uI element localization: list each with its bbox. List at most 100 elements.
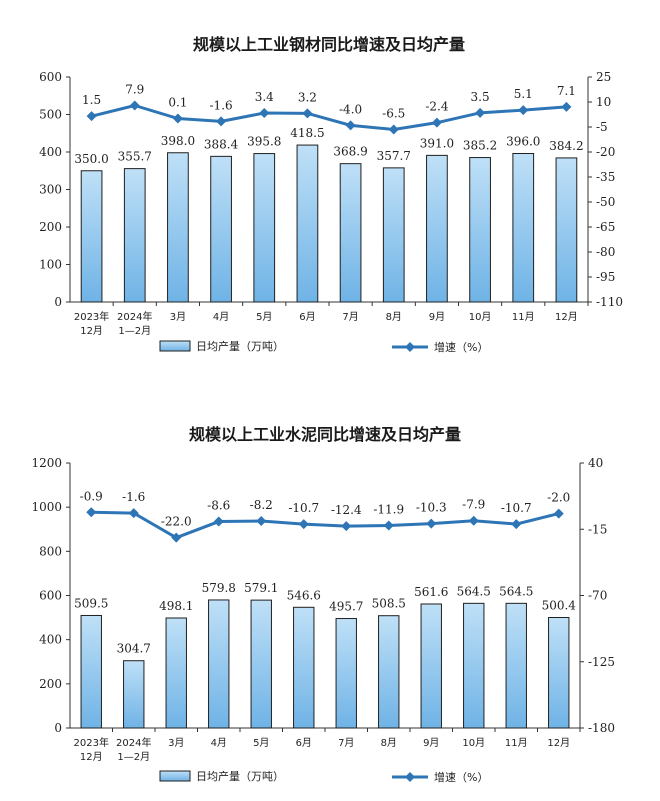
line-point xyxy=(388,124,399,135)
x-category-label: 2023年 xyxy=(74,310,109,323)
line-point xyxy=(475,107,486,118)
bar xyxy=(167,152,189,303)
x-category-label: 12月 xyxy=(547,737,570,749)
left-tick-label: 500 xyxy=(39,108,62,122)
left-tick-label: 400 xyxy=(39,145,62,159)
chart-title: 规模以上工业水泥同比增速及日均产量 xyxy=(189,425,461,444)
line-value-label: 0.1 xyxy=(168,96,187,110)
bar xyxy=(293,606,315,729)
bar xyxy=(378,615,400,729)
x-category-label: 3月 xyxy=(168,737,184,749)
x-category-label: 12月 xyxy=(80,325,103,337)
x-category-label: 12月 xyxy=(80,751,103,763)
line-value-label: -1.6 xyxy=(122,490,145,504)
right-tick-label: 25 xyxy=(596,70,611,84)
chart-2: 规模以上工业水泥同比增速及日均产量 0 200 400 600 800 1000 1200 40… xyxy=(31,425,615,784)
bar-value-label: 368.9 xyxy=(333,145,367,159)
line-point xyxy=(129,100,140,111)
line-value-label: 7.9 xyxy=(125,83,144,97)
right-tick-label: -15 xyxy=(588,522,607,536)
x-category-label: 11月 xyxy=(505,737,528,749)
line-value-label: 7.1 xyxy=(557,84,576,98)
line-point xyxy=(256,516,267,527)
legend-bar-label: 日均产量（万吨） xyxy=(196,769,284,783)
right-tick-label: 10 xyxy=(596,95,611,109)
line-point xyxy=(518,105,529,116)
x-category-label: 4月 xyxy=(211,737,227,749)
line-value-label: -7.9 xyxy=(462,498,485,512)
line-point xyxy=(561,101,572,112)
line-value-label: -1.6 xyxy=(210,98,233,112)
bar-value-label: 579.1 xyxy=(244,581,278,595)
bar-value-label: 350.0 xyxy=(74,152,108,166)
bar-value-label: 418.5 xyxy=(290,126,324,140)
bar-value-label: 396.0 xyxy=(506,135,540,149)
line-value-label: -4.0 xyxy=(339,102,362,116)
left-tick-label: 400 xyxy=(39,633,62,647)
x-category-label: 3月 xyxy=(170,311,186,323)
bar xyxy=(80,614,102,729)
line-point xyxy=(431,117,442,128)
line-value-label: -8.6 xyxy=(207,499,230,513)
growth-line xyxy=(91,510,560,540)
bar xyxy=(165,617,187,729)
x-category-label: 6月 xyxy=(299,311,315,323)
line-point xyxy=(302,108,313,119)
right-tick-label: -35 xyxy=(596,170,615,184)
left-tick-label: 200 xyxy=(39,220,62,234)
bar xyxy=(253,153,276,303)
right-tick-label: -20 xyxy=(596,145,615,159)
bar-value-label: 498.1 xyxy=(159,599,193,613)
right-tick-label: -80 xyxy=(596,245,615,259)
x-category-label: 8月 xyxy=(381,737,397,749)
line-point xyxy=(383,520,394,531)
left-tick-label: 300 xyxy=(39,183,62,197)
line-point xyxy=(86,111,97,122)
x-category-label: 5月 xyxy=(256,311,272,323)
x-category-label: 4月 xyxy=(213,311,229,323)
legend-line-label: 增速（%） xyxy=(434,340,488,354)
bar xyxy=(382,167,405,303)
x-category-label: 10月 xyxy=(462,737,485,749)
bar xyxy=(463,602,485,729)
chart-1: 规模以上工业钢材同比增速及日均产量 0 100 200 300 400 500 600 25 10… xyxy=(39,35,623,354)
bar-value-label: 304.7 xyxy=(117,642,151,656)
x-category-label: 7月 xyxy=(342,311,358,323)
right-tick-label: -65 xyxy=(596,220,615,234)
left-tick-label: 800 xyxy=(39,544,62,558)
bar-value-label: 579.8 xyxy=(202,581,236,595)
line-value-label: -12.4 xyxy=(331,503,362,517)
bar-value-label: 508.5 xyxy=(372,597,406,611)
x-category-label: 9月 xyxy=(423,737,439,749)
right-tick-label: 40 xyxy=(588,456,603,470)
bar-value-label: 391.0 xyxy=(420,136,454,150)
bar xyxy=(555,157,578,303)
line-point xyxy=(172,113,183,124)
x-category-label: 5月 xyxy=(253,737,269,749)
line-value-label: 5.1 xyxy=(514,87,533,101)
line-value-label: 3.4 xyxy=(255,90,274,104)
left-tick-label: 0 xyxy=(54,295,62,309)
x-category-label: 9月 xyxy=(429,311,445,323)
legend-bar-swatch xyxy=(159,770,191,782)
x-category-label: 10月 xyxy=(469,311,492,323)
right-tick-label: -70 xyxy=(588,589,607,603)
left-tick-label: 0 xyxy=(54,721,62,735)
line-point xyxy=(86,507,97,518)
right-tick-label: -110 xyxy=(596,295,623,309)
line-value-label: 3.5 xyxy=(471,90,490,104)
line-value-label: -10.7 xyxy=(501,501,532,515)
legend-bar-label: 日均产量（万吨） xyxy=(196,339,284,353)
bar-value-label: 395.8 xyxy=(247,135,281,149)
bar-value-label: 564.5 xyxy=(499,584,533,598)
bar-value-label: 384.2 xyxy=(549,139,583,153)
bar xyxy=(210,155,232,303)
bar xyxy=(512,153,535,303)
bar xyxy=(420,603,442,729)
left-tick-label: 1000 xyxy=(31,500,62,514)
x-category-label: 2024年 xyxy=(116,736,151,749)
legend-bar-swatch xyxy=(159,340,191,352)
bar xyxy=(548,616,570,729)
right-tick-label: -95 xyxy=(596,270,615,284)
